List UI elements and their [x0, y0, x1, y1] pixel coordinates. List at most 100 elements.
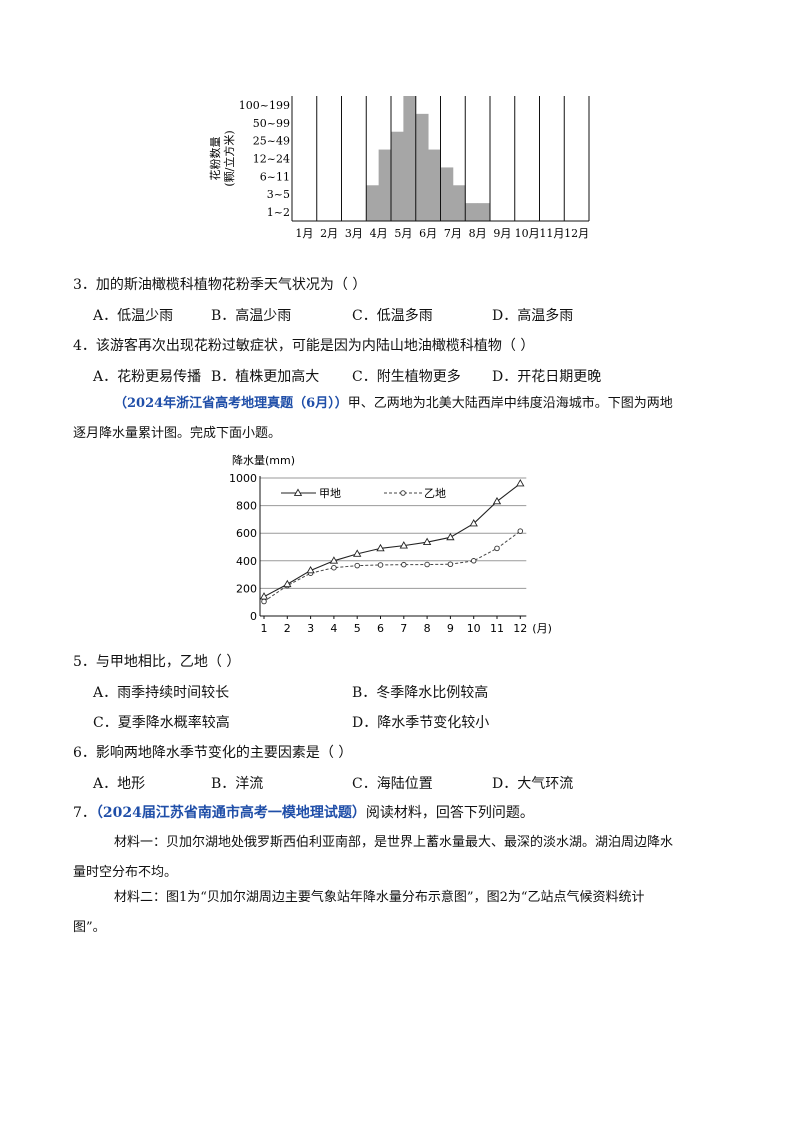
pollen-month-label: 9月 [493, 227, 511, 240]
pollen-y-tick-label: 12~24 [253, 152, 290, 165]
intro-line-2: 逐月降水量累计图。完成下面小题。 [73, 426, 282, 441]
pollen-y-axis-unit: (颗/立方米) [222, 130, 236, 186]
rain-y-tick-label: 200 [236, 582, 257, 595]
question-5-option-a[interactable]: A．雨季持续时间较长 [93, 685, 230, 701]
series-jia-point [329, 556, 339, 564]
series-jia-point [399, 541, 408, 549]
question-3-option-d[interactable]: D．高温多雨 [492, 308, 574, 324]
pollen-month-label: 7月 [444, 227, 462, 240]
material-1-line-1: 材料一：贝加尔湖地处俄罗斯西伯利亚南部，是世界上蓄水量最大、最深的淡水湖。湖泊周… [114, 835, 674, 850]
question-5-option-d[interactable]: D．降水季节变化较小 [352, 715, 490, 731]
series-jia-point [516, 479, 525, 487]
rain-x-tick-label: 10 [467, 622, 481, 635]
series-jia-line [263, 483, 521, 598]
pollen-month-label: 6月 [419, 227, 437, 240]
series-jia-point [283, 579, 292, 588]
question-3-option-a[interactable]: A．低温少雨 [93, 308, 174, 324]
question-7-stem: 7．（2024届江苏省南通市高考一模地理试题）阅读材料，回答下列问题。 [73, 802, 534, 822]
material-1-line-2: 量时空分布不均。 [73, 865, 178, 880]
question-6-option-c[interactable]: C．海陆位置 [352, 776, 433, 792]
question-4-option-b[interactable]: B．植株更加高大 [211, 369, 320, 385]
rain-x-tick-label: 9 [447, 622, 454, 635]
pollen-month-label: 2月 [320, 227, 338, 240]
rain-y-tick-label: 600 [236, 527, 257, 540]
intro-text-1: 甲、乙两地为北美大陆西岸中纬度沿海城市。下图为两地 [347, 396, 673, 411]
legend-yi-marker [400, 490, 406, 496]
pollen-month-label: 5月 [394, 227, 412, 240]
rain-x-tick-label: 11 [490, 622, 504, 635]
question-7-text: 阅读材料，回答下列问题。 [365, 805, 534, 821]
question-5-option-b[interactable]: B．冬季降水比例较高 [352, 685, 489, 701]
series-jia-point [353, 549, 362, 557]
pollen-month-label: 1月 [295, 227, 313, 240]
series-yi-point [494, 545, 500, 552]
pollen-bar [477, 203, 491, 221]
pollen-month-label: 11月 [539, 227, 564, 240]
question-5-stem: 5．与甲地相比，乙地（ ） [73, 654, 241, 670]
pollen-y-tick-label: 100~199 [239, 99, 290, 112]
series-jia-point [422, 537, 432, 546]
rain-x-tick-label: 4 [330, 622, 337, 635]
pollen-bar [403, 96, 417, 221]
rain-x-tick-label: 6 [377, 622, 384, 635]
question-3-stem: 3．加的斯油橄榄科植物花粉季天气状况为（ ） [73, 277, 367, 293]
rain-x-tick-label: 8 [424, 622, 431, 635]
pollen-bar [440, 167, 454, 221]
rain-x-tick-label: 5 [354, 622, 361, 635]
question-4-option-c[interactable]: C．附生植物更多 [352, 369, 461, 385]
pollen-y-tick-label: 3~5 [267, 188, 290, 201]
series-yi-line [263, 530, 521, 602]
pollen-month-label: 3月 [345, 227, 363, 240]
legend-jia-label: 甲地 [319, 487, 341, 500]
question-3-option-b[interactable]: B．高温少雨 [211, 308, 292, 324]
rain-x-tick-label: 12 [513, 622, 527, 635]
pollen-month-label: 8月 [469, 227, 487, 240]
series-yi-point [424, 561, 430, 568]
material-2-line-2: 图”。 [73, 920, 106, 935]
question-6-stem: 6．影响两地降水季节变化的主要因素是（ ） [73, 745, 353, 761]
series-yi-point [517, 528, 524, 534]
rain-x-axis-unit: (月) [532, 622, 552, 635]
question-5-option-c[interactable]: C．夏季降水概率较高 [93, 715, 230, 731]
legend-jia-marker [293, 488, 303, 496]
question-4-option-a[interactable]: A．花粉更易传播 [93, 369, 202, 385]
pollen-bar [366, 185, 380, 221]
series-jia-point [259, 592, 269, 600]
question-6-option-d[interactable]: D．大气环流 [492, 776, 574, 792]
question-6-option-b[interactable]: B．洋流 [211, 776, 264, 792]
series-yi-point [354, 562, 360, 569]
pollen-y-tick-label: 50~99 [253, 117, 290, 130]
rain-x-tick-label: 7 [400, 622, 407, 635]
intro-line-1: （2024年浙江省高考地理真题（6月））甲、乙两地为北美大陆西岸中纬度沿海城市。… [114, 390, 673, 418]
rain-y-tick-label: 800 [236, 500, 257, 513]
question-4-option-d[interactable]: D．开花日期更晚 [492, 369, 602, 385]
question-7-source: （2024届江苏省南通市高考一模地理试题） [95, 805, 366, 821]
pollen-bar [391, 131, 404, 221]
pollen-y-tick-label: 6~11 [260, 170, 290, 183]
rain-y-tick-label: 0 [250, 610, 257, 623]
rain-y-tick-label: 1000 [229, 472, 257, 485]
material-2-line-1: 材料二：图1为“贝加尔湖周边主要气象站年降水量分布示意图”，图2为“乙站点气候资… [114, 890, 645, 905]
rain-x-tick-label: 1 [261, 622, 268, 635]
pollen-bar [378, 149, 392, 221]
pollen-chart: 100~199 50~99 25~49 12~24 6~11 3~5 1~2 1月 2月 3月 4月… [209, 96, 590, 240]
pollen-month-label: 4月 [370, 227, 388, 240]
pollen-bar [415, 113, 429, 221]
question-3-option-c[interactable]: C．低温多雨 [352, 308, 433, 324]
pollen-bar [428, 149, 441, 221]
rain-x-tick-label: 3 [307, 622, 314, 635]
pollen-y-tick-label: 25~49 [253, 135, 290, 148]
pollen-y-axis-label: 花粉数量 [209, 136, 222, 180]
question-6-option-a[interactable]: A．地形 [93, 776, 146, 792]
series-jia-point [492, 496, 502, 505]
series-yi-point [470, 558, 477, 564]
question-4-stem: 4．该游客再次出现花粉过敏症状，可能是因为内陆山地油橄榄科植物（ ） [73, 338, 535, 354]
series-jia-point [376, 543, 385, 552]
series-yi-point [261, 598, 267, 605]
series-yi-point [377, 562, 384, 568]
pollen-month-label: 12月 [564, 227, 589, 240]
rain-x-tick-label: 2 [284, 622, 291, 635]
series-yi-point [447, 561, 454, 567]
legend-yi-label: 乙地 [424, 487, 446, 500]
